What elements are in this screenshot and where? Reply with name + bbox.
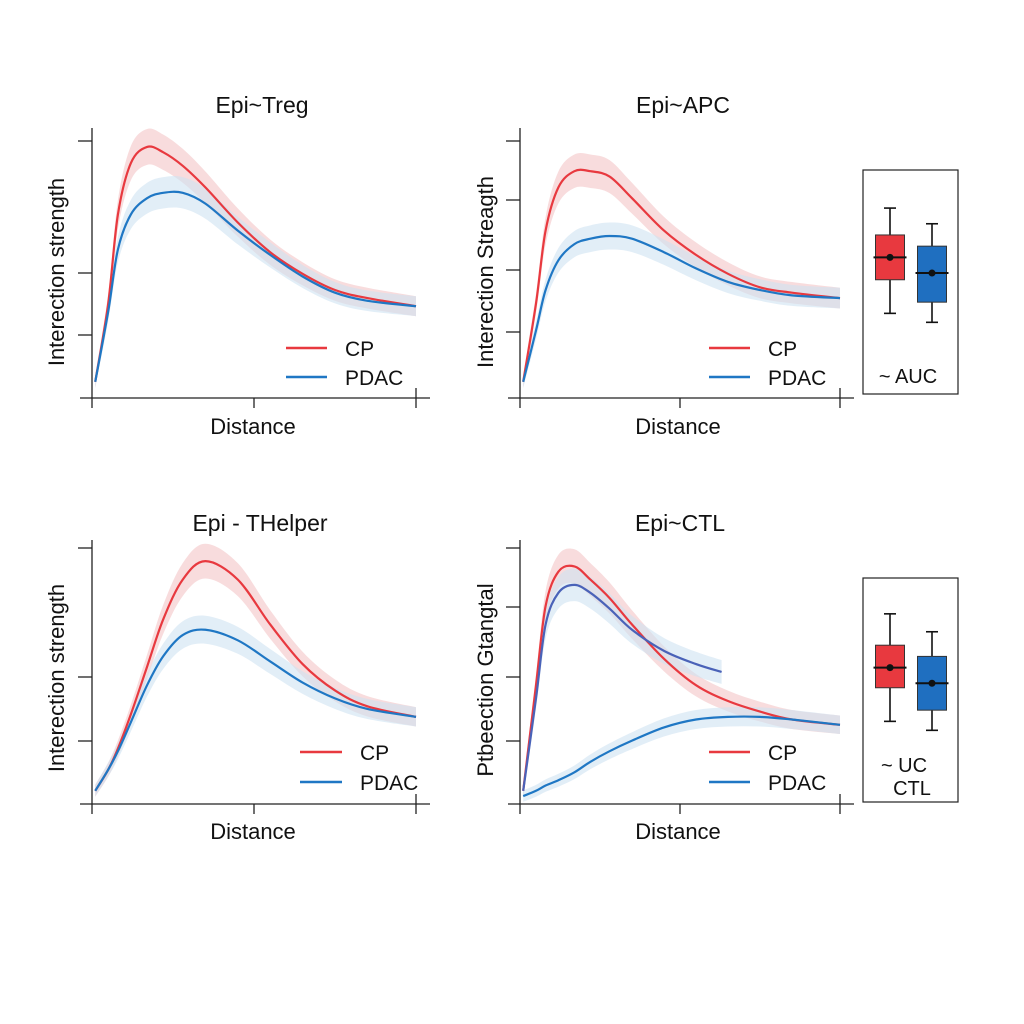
box-panel-2-frame	[862, 577, 959, 803]
box-panel-1-label: ~ AUC	[879, 366, 937, 388]
panel-2-xlabel: Distance	[635, 414, 721, 439]
panel-1-ylabel: Interection strength	[44, 178, 69, 366]
panel-2-band-pdac	[523, 222, 840, 389]
box-panel-2-cp-box	[875, 644, 905, 689]
panel-3-band-cp	[95, 543, 417, 797]
panel-4-legend-pdac: PDAC	[768, 772, 826, 795]
panel-4-band-cp	[523, 548, 840, 797]
panel-4-line-extra	[522, 583, 722, 791]
panel-3-title: Epi - THelper	[192, 510, 327, 536]
panel-2-legend-cp: CP	[768, 338, 797, 361]
panel-2-title: Epi~APC	[636, 92, 730, 118]
panel-2-ylabel: Interection Streagth	[473, 176, 498, 368]
panel-1-legend-pdac: PDAC	[345, 367, 403, 390]
panel-4-line-cp	[522, 564, 841, 791]
box-panel-1-pdac-mean-dot	[928, 269, 936, 277]
panel-3-legend-cp: CP	[360, 742, 389, 765]
box-panel-1-frame	[862, 169, 959, 395]
box-panel-2-pdac-mean-dot	[928, 679, 936, 687]
panel-1-line-pdac	[94, 190, 417, 382]
panel-1-line-cp	[94, 145, 417, 382]
box-panel-1-cp-mean-dot	[886, 253, 894, 261]
panel-1-xlabel: Distance	[210, 414, 296, 439]
panel-3-line-cp	[94, 560, 417, 792]
panel-4-legend-cp: CP	[768, 742, 797, 765]
panel-4-title: Epi~CTL	[635, 510, 725, 536]
box-panel-2-label: ~ UC	[881, 755, 927, 777]
panel-3-xlabel: Distance	[210, 819, 296, 844]
box-panel-2-cp-mean-dot	[886, 664, 894, 672]
panel-3-ylabel: Interection strength	[44, 584, 69, 772]
panel-2-legend-pdac: PDAC	[768, 367, 826, 390]
panel-4-band-pdac	[523, 706, 840, 802]
box-panel-2-label-2: CTL	[893, 778, 931, 800]
panel-1-legend-cp: CP	[345, 338, 374, 361]
panel-3-legend-pdac: PDAC	[360, 772, 418, 795]
panel-4-ylabel: Ptbeection Gtangtal	[473, 583, 498, 776]
panel-4-line-pdac	[522, 715, 841, 798]
panel-2-line-cp	[522, 168, 841, 382]
panel-4-xlabel: Distance	[635, 819, 721, 844]
panel-2-line-pdac	[522, 234, 841, 383]
panel-1-title: Epi~Treg	[215, 92, 308, 118]
panel-3-line-pdac	[94, 628, 417, 792]
